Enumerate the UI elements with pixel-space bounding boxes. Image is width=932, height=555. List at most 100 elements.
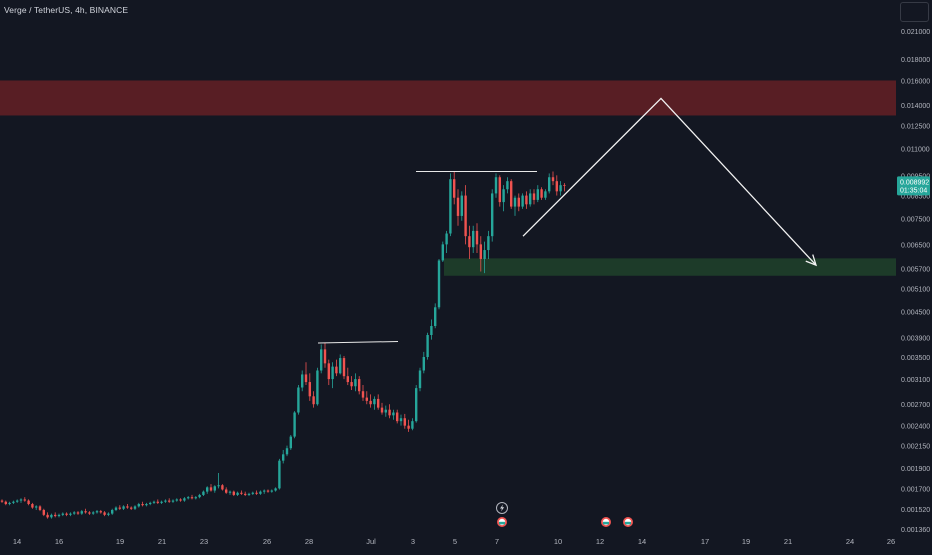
candle (335, 359, 338, 377)
candle-body (521, 195, 524, 207)
candle (350, 376, 353, 390)
event-flag-icon[interactable] (600, 516, 612, 528)
candle (525, 191, 528, 209)
candle (270, 489, 273, 493)
candle (498, 175, 501, 207)
candle (27, 499, 30, 506)
candle (415, 385, 418, 423)
candle-body (111, 509, 114, 514)
candle-body (282, 454, 285, 461)
price-tick-label: 0.003100 (901, 377, 930, 384)
candle (0, 499, 4, 503)
candle-body (228, 491, 232, 493)
candle-body (42, 509, 45, 515)
time-tick-label: 26 (887, 537, 895, 546)
candle-body (308, 382, 311, 397)
candle-body (525, 195, 528, 205)
candle (563, 183, 566, 192)
candle-body (80, 511, 83, 514)
candle (57, 513, 61, 518)
candle (437, 258, 441, 310)
candle (308, 373, 311, 401)
candle-body (255, 492, 258, 494)
candle (73, 511, 76, 515)
candle (354, 373, 357, 392)
candle-body (19, 499, 23, 501)
candle-body (270, 490, 273, 492)
chart-settings-button[interactable] (900, 2, 929, 22)
time-axis[interactable]: 14 16 19 21 23 26 28 Jul 3 5 7 10 12 14 17 19 21 24 26 (0, 532, 896, 550)
candle (551, 171, 555, 186)
candle (266, 489, 270, 493)
candle (133, 505, 137, 510)
candle (361, 385, 365, 401)
candle-body (517, 197, 520, 207)
candle-body (133, 506, 137, 509)
candle-body (563, 185, 566, 186)
events-layer (496, 502, 634, 528)
resistance-zone[interactable] (0, 80, 896, 116)
candle-body (510, 181, 513, 207)
candle (339, 354, 342, 375)
candle-body (475, 230, 479, 245)
candle-body (320, 349, 323, 371)
candle (137, 502, 140, 508)
time-tick-label: 23 (200, 537, 208, 546)
candle (84, 508, 87, 514)
candle-body (430, 326, 433, 336)
candle-body (460, 195, 463, 216)
candle-body (274, 488, 277, 491)
candle-body (12, 501, 15, 503)
candle (388, 404, 391, 419)
time-tick-label: 28 (305, 537, 313, 546)
candle-body (548, 177, 551, 192)
candle (168, 498, 171, 503)
price-tick-label: 0.003500 (901, 355, 930, 362)
candle (228, 490, 232, 495)
candle-body (544, 191, 547, 198)
candle-body (95, 511, 99, 513)
candle (430, 319, 433, 340)
candle (179, 498, 182, 502)
price-tick-label: 0.001900 (901, 466, 930, 473)
event-flag-icon[interactable] (496, 516, 508, 528)
candle-body (487, 236, 490, 251)
candle-body (335, 366, 338, 374)
candle-body (342, 358, 346, 377)
event-flag-icon[interactable] (622, 516, 634, 528)
support-zone[interactable] (444, 258, 896, 276)
candle-body (126, 506, 129, 508)
candle (285, 445, 289, 457)
candle-body (190, 497, 194, 499)
candle (19, 498, 23, 503)
candle-body (194, 497, 197, 499)
time-tick-label: 24 (846, 537, 854, 546)
price-tick-label: 0.005700 (901, 266, 930, 273)
price-tick-label: 0.002400 (901, 424, 930, 431)
candle-body (479, 244, 482, 259)
candle (278, 458, 281, 490)
horizontal-level-mid[interactable] (317, 341, 399, 344)
lightning-icon[interactable] (496, 502, 508, 514)
candle (114, 506, 118, 512)
time-tick-label: 3 (411, 537, 415, 546)
projection-path[interactable] (522, 97, 817, 266)
candle (221, 484, 224, 491)
candle-body (54, 514, 57, 517)
candle-body (396, 412, 399, 422)
price-axis[interactable]: 0.021000 0.018000 0.016000 0.014000 0.012500… (896, 0, 932, 550)
candle (217, 473, 220, 489)
time-axis-bg (0, 532, 896, 550)
candle (130, 506, 133, 510)
price-tick-label: 0.021000 (901, 29, 930, 36)
candle (426, 332, 429, 360)
candle-body (384, 409, 387, 413)
candle (38, 505, 42, 512)
candle-body (179, 499, 182, 501)
candle (240, 490, 243, 495)
candle (42, 508, 45, 517)
candle-body (498, 177, 501, 203)
candle (521, 193, 524, 209)
